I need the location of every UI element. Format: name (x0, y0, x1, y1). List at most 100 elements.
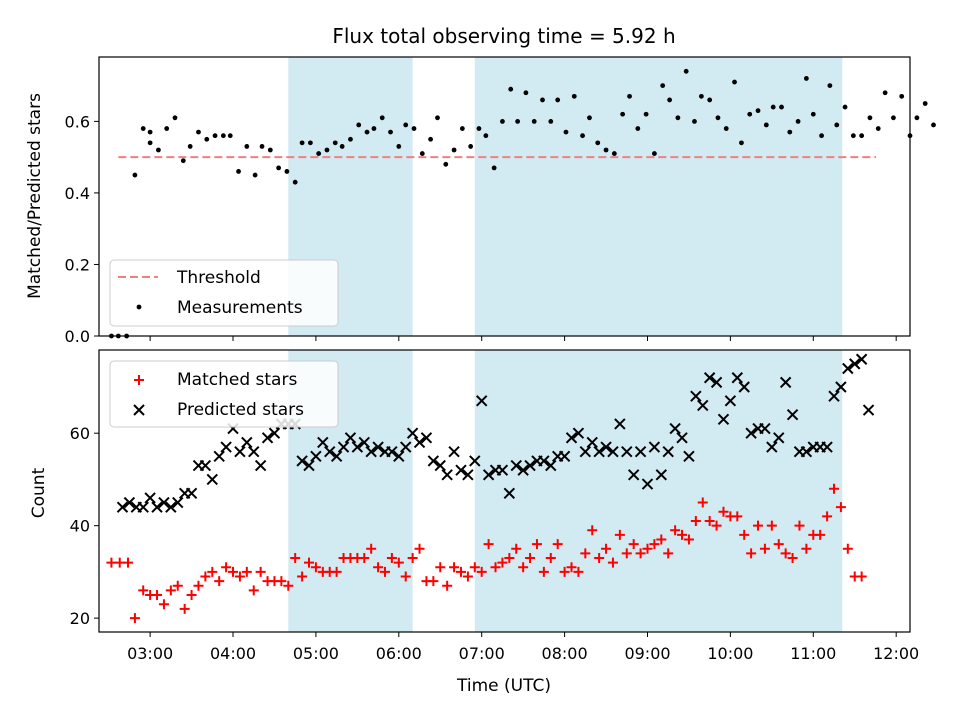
matched-star-point (186, 590, 197, 601)
matched-star-point (179, 603, 190, 614)
predicted-star-point (254, 459, 267, 472)
matched-star-point (580, 548, 591, 559)
predicted-star-point (317, 436, 329, 449)
top-y-tick-label: 0.0 (65, 327, 90, 346)
matched-star-point (829, 483, 840, 494)
measurement-point (850, 133, 856, 139)
top-panel: 0.0 0.2 0.4 0.6 Threshold Measurements (65, 56, 936, 346)
predicted-star-point (393, 450, 405, 463)
measurement-point (683, 68, 689, 74)
predicted-star-point (655, 469, 668, 481)
predicted-star-point (621, 445, 633, 458)
predicted-star-point (786, 409, 799, 421)
measurement-point (483, 133, 489, 139)
matched-star-point (683, 534, 694, 545)
x-tick-label: 03:00 (127, 644, 173, 663)
matched-star-point (393, 557, 404, 568)
bottom-legend-box (109, 360, 339, 428)
predicted-star-point (455, 464, 467, 476)
measurement-point (643, 111, 649, 117)
measurement-point (803, 76, 809, 81)
x-tick-label: 11:00 (790, 644, 836, 663)
predicted-star-point (545, 459, 557, 472)
predicted-star-point (123, 496, 136, 509)
matched-star-point (753, 520, 764, 531)
predicted-star-point (676, 432, 688, 444)
matched-star-point (787, 553, 798, 564)
predicted-star-point (862, 404, 875, 416)
matched-star-point (601, 543, 612, 554)
predicted-star-point (185, 487, 198, 500)
matched-star-point (842, 543, 853, 554)
predicted-star-point (310, 450, 322, 463)
measurement-point (364, 129, 370, 135)
measurement-point (356, 122, 362, 128)
matched-star-point (386, 553, 397, 564)
measurement-point (476, 126, 482, 131)
matched-star-point (359, 553, 370, 564)
x-tick-label: 12:00 (873, 644, 919, 663)
predicted-star-point (234, 445, 246, 458)
predicted-star-point (538, 455, 550, 467)
bottom-observing-window-1 (474, 350, 843, 632)
measurement-point (715, 115, 721, 121)
legend-predicted-label: Predicted stars (177, 400, 304, 420)
measurement-point (914, 115, 920, 121)
predicted-star-point (420, 432, 433, 444)
legend-threshold-label: Threshold (176, 268, 261, 288)
matched-star-point (310, 562, 321, 573)
measurement-point (707, 97, 713, 103)
matched-star-point (283, 580, 294, 591)
matched-star-point (759, 543, 770, 554)
measurement-point (419, 151, 425, 156)
matched-star-point (773, 539, 784, 550)
bottom-y-tick-label: 60 (70, 424, 90, 443)
measurement-point (508, 86, 514, 92)
matched-star-point (129, 613, 140, 624)
matched-star-point (856, 571, 867, 582)
matched-star-point (697, 497, 708, 508)
matched-star-point (525, 553, 536, 564)
predicted-star-point (517, 464, 529, 476)
predicted-star-point (579, 445, 592, 458)
measurement-point (491, 165, 497, 171)
matched-star-point (538, 566, 549, 577)
matched-star-point (476, 566, 487, 577)
predicted-star-point (503, 487, 516, 500)
top-y-axis-label: Matched/Predicted stars (25, 93, 45, 299)
measurement-point (307, 140, 313, 146)
measurement-point (523, 90, 529, 96)
measurement-point (147, 140, 153, 146)
matched-star-point (835, 502, 846, 513)
matched-star-point (822, 511, 833, 522)
matched-star-point (746, 548, 757, 559)
measurement-point (292, 179, 298, 185)
measurement-point (371, 126, 377, 131)
predicted-star-point (296, 455, 308, 467)
measurement-point (842, 104, 848, 110)
measurement-point (515, 118, 521, 124)
matched-star-point (248, 585, 259, 596)
measurement-point (563, 129, 569, 135)
predicted-star-point (248, 445, 260, 458)
measurement-point (587, 115, 592, 121)
predicted-star-point (849, 358, 861, 370)
matched-star-point (138, 585, 149, 596)
measurement-point (531, 118, 537, 124)
matched-star-point (594, 553, 605, 564)
measurement-point (252, 172, 258, 178)
measurement-point (299, 140, 305, 146)
matched-star-point (766, 520, 777, 531)
predicted-star-point (828, 390, 840, 402)
matched-star-point (739, 529, 750, 540)
matched-star-point (373, 562, 384, 573)
predicted-star-point (710, 376, 723, 389)
bottom-legend: Matched stars Predicted stars (109, 360, 339, 428)
matched-star-point (469, 562, 480, 573)
legend-measurements-label: Measurements (177, 298, 303, 318)
predicted-star-point (261, 432, 274, 444)
measurement-point (156, 147, 161, 153)
predicted-star-point (634, 445, 647, 458)
predicted-star-point (572, 427, 585, 439)
predicted-star-point (406, 427, 419, 439)
